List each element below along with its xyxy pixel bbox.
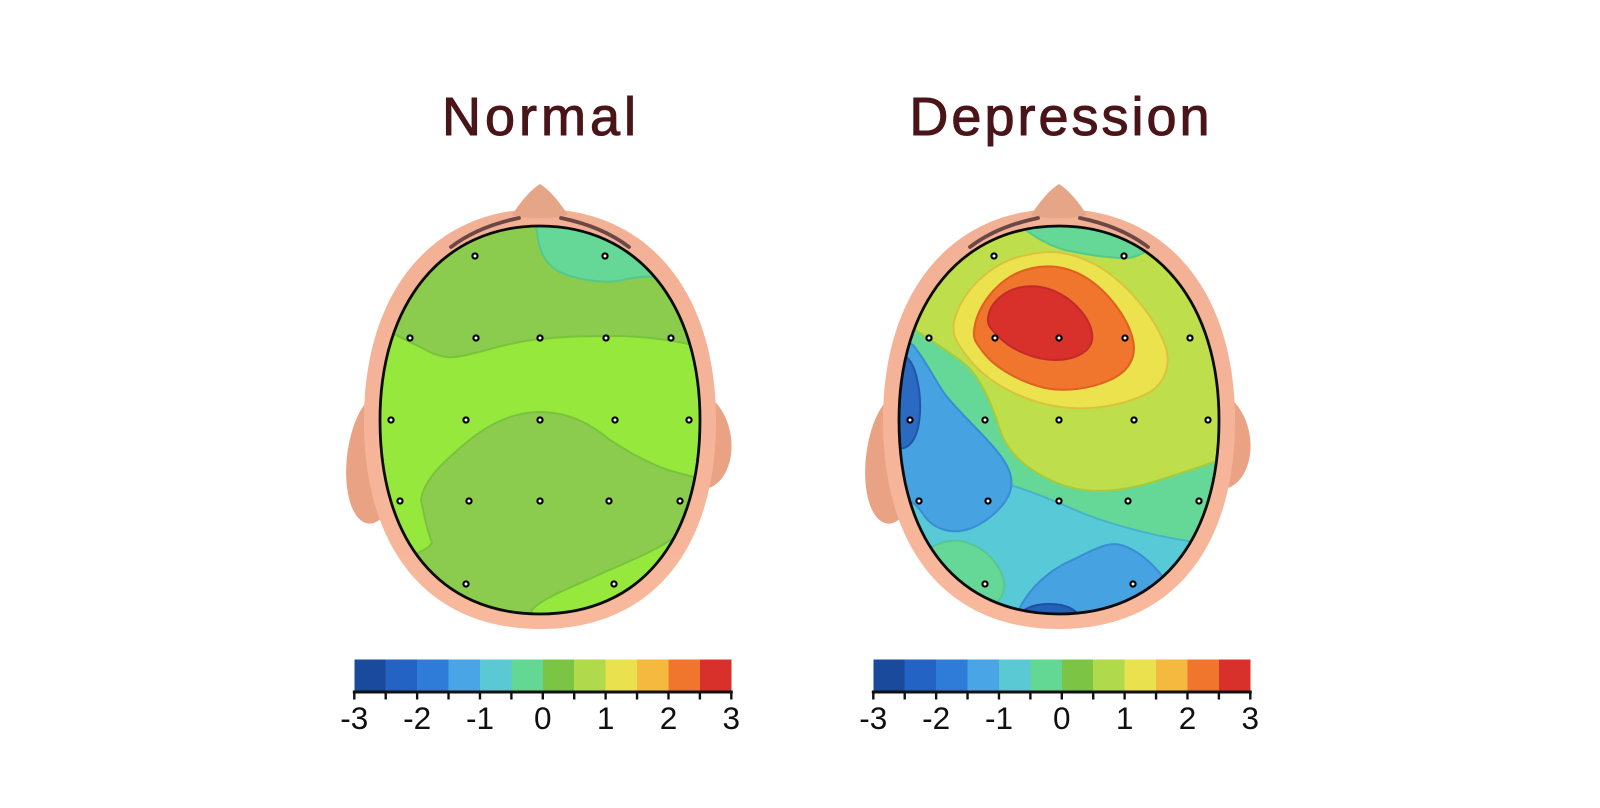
svg-text:0: 0 <box>534 700 552 736</box>
svg-text:-3: -3 <box>340 700 368 736</box>
svg-text:-1: -1 <box>466 700 494 736</box>
svg-text:Normal: Normal <box>442 87 640 147</box>
svg-text:-2: -2 <box>403 700 431 736</box>
svg-text:Depression: Depression <box>909 87 1212 147</box>
svg-text:3: 3 <box>723 700 741 736</box>
svg-text:1: 1 <box>597 700 615 736</box>
svg-text:2: 2 <box>660 700 678 736</box>
